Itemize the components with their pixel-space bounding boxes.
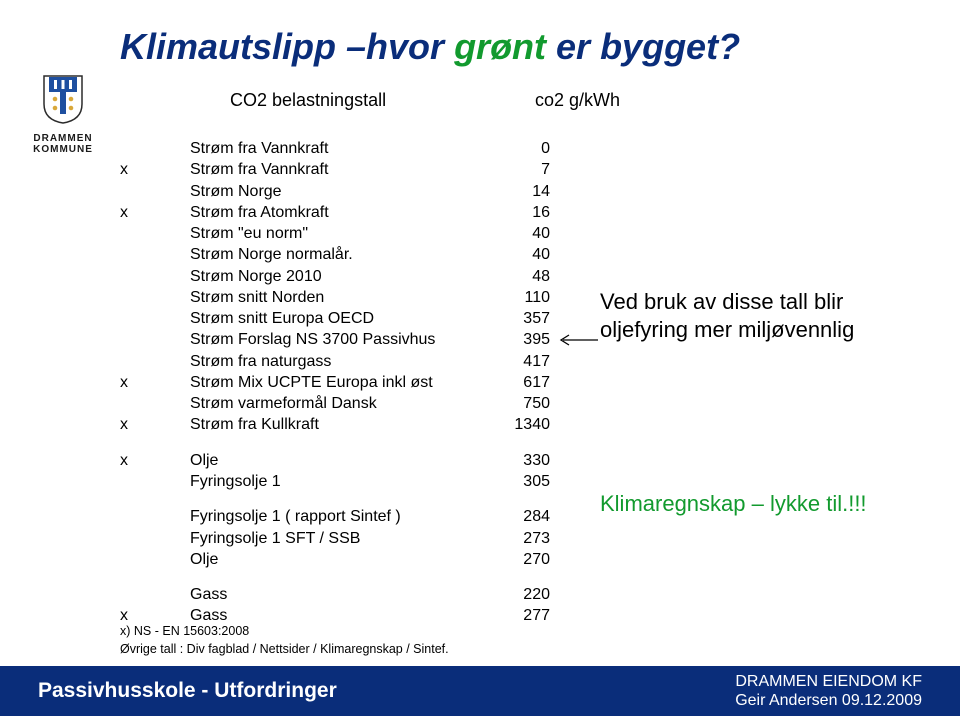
- row-label: Strøm fra Atomkraft: [190, 202, 490, 223]
- footnote-2: Øvrige tall : Div fagblad / Nettsider / …: [120, 641, 449, 659]
- subtitle-label: CO2 belastningstall: [230, 90, 530, 111]
- row-value: 617: [490, 372, 550, 393]
- table-row: Fyringsolje 1 ( rapport Sintef )284: [120, 506, 550, 527]
- table-row: Fyringsolje 1 SFT / SSB273: [120, 528, 550, 549]
- table-row: Strøm Norge 201048: [120, 266, 550, 287]
- row-value: 357: [490, 308, 550, 329]
- table-row: xStrøm fra Vannkraft7: [120, 159, 550, 180]
- row-mark: x: [120, 159, 190, 180]
- title-part3: er bygget?: [546, 26, 740, 67]
- data-table: Strøm fra Vannkraft0xStrøm fra Vannkraft…: [120, 138, 550, 627]
- row-label: Fyringsolje 1: [190, 471, 490, 492]
- row-label: Strøm varmeformål Dansk: [190, 393, 490, 414]
- footer-right-1: DRAMMEN EIENDOM KF: [735, 672, 922, 691]
- row-value: 14: [490, 181, 550, 202]
- row-value: 330: [490, 450, 550, 471]
- row-value: 270: [490, 549, 550, 570]
- table-row: Fyringsolje 1305: [120, 471, 550, 492]
- footer-bar: Passivhusskole - Utfordringer DRAMMEN EI…: [0, 666, 960, 716]
- row-value: 305: [490, 471, 550, 492]
- title-part1: Klimautslipp –hvor: [120, 26, 454, 67]
- table-row: Strøm snitt Norden110: [120, 287, 550, 308]
- row-label: Gass: [190, 584, 490, 605]
- row-value: 750: [490, 393, 550, 414]
- row-label: Strøm "eu norm": [190, 223, 490, 244]
- row-mark: x: [120, 414, 190, 435]
- table-row: Strøm snitt Europa OECD357: [120, 308, 550, 329]
- row-value: 110: [490, 287, 550, 308]
- table-row: xOlje330: [120, 450, 550, 471]
- row-label: Strøm fra naturgass: [190, 351, 490, 372]
- footnote-1: x) NS - EN 15603:2008: [120, 623, 449, 641]
- footer-right-2: Geir Andersen 09.12.2009: [735, 691, 922, 710]
- row-value: 284: [490, 506, 550, 527]
- row-label: Fyringsolje 1 SFT / SSB: [190, 528, 490, 549]
- row-label: Strøm fra Vannkraft: [190, 138, 490, 159]
- row-value: 16: [490, 202, 550, 223]
- row-value: 40: [490, 223, 550, 244]
- footer-left: Passivhusskole - Utfordringer: [38, 679, 337, 703]
- row-label: Strøm snitt Europa OECD: [190, 308, 490, 329]
- shield-icon: [42, 74, 84, 124]
- footer-right: DRAMMEN EIENDOM KF Geir Andersen 09.12.2…: [735, 672, 922, 710]
- row-value: 1340: [490, 414, 550, 435]
- table-row: Strøm Norge normalår.40: [120, 244, 550, 265]
- row-value: 40: [490, 244, 550, 265]
- table-row: Olje270: [120, 549, 550, 570]
- table-row: Strøm fra naturgass417: [120, 351, 550, 372]
- logo-text-1: DRAMMEN: [18, 133, 108, 144]
- row-value: 220: [490, 584, 550, 605]
- footnotes: x) NS - EN 15603:2008 Øvrige tall : Div …: [120, 623, 449, 658]
- row-label: Strøm Mix UCPTE Europa inkl øst: [190, 372, 490, 393]
- row-label: Strøm Forslag NS 3700 Passivhus: [190, 329, 490, 350]
- table-row: Strøm Norge14: [120, 181, 550, 202]
- table-row: Strøm Forslag NS 3700 Passivhus395: [120, 329, 550, 350]
- row-value: 273: [490, 528, 550, 549]
- table-row: Strøm fra Vannkraft0: [120, 138, 550, 159]
- title-green: grønt: [454, 26, 546, 67]
- row-mark: x: [120, 372, 190, 393]
- row-value: 7: [490, 159, 550, 180]
- note-1: Ved bruk av disse tall blir oljefyring m…: [600, 288, 930, 343]
- row-value: 48: [490, 266, 550, 287]
- table-row: Strøm varmeformål Dansk750: [120, 393, 550, 414]
- arrow-icon: [555, 333, 599, 347]
- row-value: 277: [490, 605, 550, 626]
- table-row: xStrøm fra Atomkraft16: [120, 202, 550, 223]
- row-value: 395: [490, 329, 550, 350]
- row-mark: x: [120, 202, 190, 223]
- row-label: Fyringsolje 1 ( rapport Sintef ): [190, 506, 490, 527]
- row-value: 0: [490, 138, 550, 159]
- logo: DRAMMEN KOMMUNE: [18, 74, 108, 155]
- row-label: Strøm snitt Norden: [190, 287, 490, 308]
- row-label: Olje: [190, 450, 490, 471]
- logo-text-2: KOMMUNE: [18, 144, 108, 155]
- slide: DRAMMEN KOMMUNE Klimautslipp –hvor grønt…: [0, 0, 960, 716]
- table-row: xStrøm Mix UCPTE Europa inkl øst617: [120, 372, 550, 393]
- row-label: Strøm Norge: [190, 181, 490, 202]
- table-row: Strøm "eu norm"40: [120, 223, 550, 244]
- slide-title: Klimautslipp –hvor grønt er bygget?: [120, 26, 920, 68]
- row-label: Strøm fra Kullkraft: [190, 414, 490, 435]
- row-label: Olje: [190, 549, 490, 570]
- row-label: Strøm Norge 2010: [190, 266, 490, 287]
- table-row: Gass220: [120, 584, 550, 605]
- row-label: Strøm Norge normalår.: [190, 244, 490, 265]
- row-mark: x: [120, 450, 190, 471]
- row-label: Strøm fra Vannkraft: [190, 159, 490, 180]
- note-2: Klimaregnskap – lykke til.!!!: [600, 490, 930, 518]
- subtitle-unit: co2 g/kWh: [535, 90, 620, 110]
- table-row: xStrøm fra Kullkraft1340: [120, 414, 550, 435]
- row-value: 417: [490, 351, 550, 372]
- subtitle-row: CO2 belastningstall co2 g/kWh: [230, 90, 920, 111]
